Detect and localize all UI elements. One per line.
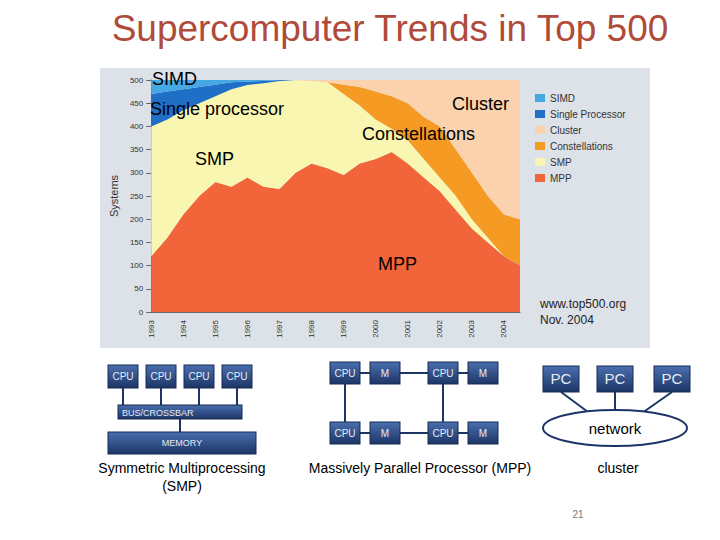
- svg-text:M: M: [479, 368, 487, 379]
- svg-text:1995: 1995: [211, 319, 220, 337]
- svg-text:CPU: CPU: [432, 368, 453, 379]
- svg-text:SIMD: SIMD: [152, 69, 197, 89]
- svg-text:cluster: cluster: [597, 460, 639, 476]
- svg-text:M: M: [381, 368, 389, 379]
- svg-text:0: 0: [139, 308, 144, 317]
- svg-text:Single Processor: Single Processor: [550, 109, 626, 120]
- svg-text:CPU: CPU: [112, 371, 133, 382]
- svg-text:CPU: CPU: [188, 371, 209, 382]
- svg-text:1997: 1997: [275, 319, 284, 337]
- svg-text:Systems: Systems: [108, 174, 120, 217]
- svg-text:2002: 2002: [435, 319, 444, 337]
- svg-text:150: 150: [130, 238, 144, 247]
- svg-text:BUS/CROSSBAR: BUS/CROSSBAR: [122, 408, 194, 418]
- svg-text:MPP: MPP: [550, 173, 572, 184]
- svg-text:200: 200: [130, 215, 144, 224]
- svg-text:1998: 1998: [307, 319, 316, 337]
- html-text:Supercomputer Trends in Top 50: Supercomputer Trends in Top 500: [111, 8, 669, 49]
- svg-text:Constellations: Constellations: [362, 124, 475, 144]
- svg-text:PC: PC: [551, 370, 572, 387]
- svg-text:Cluster: Cluster: [550, 125, 582, 136]
- svg-text:Symmetric Multiprocessing: Symmetric Multiprocessing: [98, 460, 265, 476]
- svg-text:SMP: SMP: [195, 149, 234, 169]
- svg-text:(SMP): (SMP): [162, 478, 202, 494]
- svg-text:1999: 1999: [339, 319, 348, 337]
- svg-text:2001: 2001: [403, 319, 412, 337]
- svg-text:Cluster: Cluster: [452, 94, 509, 114]
- svg-text:MPP: MPP: [378, 254, 417, 274]
- svg-text:2004: 2004: [499, 319, 508, 337]
- svg-text:M: M: [381, 428, 389, 439]
- svg-text:350: 350: [130, 145, 144, 154]
- svg-text:CPU: CPU: [150, 371, 171, 382]
- svg-text:SMP: SMP: [550, 157, 572, 168]
- svg-text:1996: 1996: [243, 319, 252, 337]
- svg-text:CPU: CPU: [334, 368, 355, 379]
- svg-text:450: 450: [130, 99, 144, 108]
- svg-text:100: 100: [130, 261, 144, 270]
- svg-text:2003: 2003: [467, 319, 476, 337]
- svg-text:www.top500.org: www.top500.org: [539, 297, 626, 311]
- svg-text:250: 250: [130, 192, 144, 201]
- svg-text:MEMORY: MEMORY: [162, 438, 202, 448]
- svg-text:Nov. 2004: Nov. 2004: [540, 313, 594, 327]
- svg-text:CPU: CPU: [226, 371, 247, 382]
- svg-text:400: 400: [130, 122, 144, 131]
- svg-text:SIMD: SIMD: [550, 93, 575, 104]
- svg-text:Constellations: Constellations: [550, 141, 613, 152]
- svg-text:1994: 1994: [179, 319, 188, 337]
- svg-text:2000: 2000: [371, 319, 380, 337]
- svg-text:PC: PC: [605, 370, 626, 387]
- svg-text:50: 50: [134, 284, 143, 293]
- svg-text:21: 21: [572, 509, 584, 520]
- svg-text:Massively Parallel Processor (: Massively Parallel Processor (MPP): [309, 460, 532, 476]
- svg-text:500: 500: [130, 76, 144, 85]
- svg-text:300: 300: [130, 168, 144, 177]
- svg-text:1993: 1993: [147, 319, 156, 337]
- svg-text:M: M: [479, 428, 487, 439]
- svg-text:Single processor: Single processor: [150, 99, 284, 119]
- svg-text:PC: PC: [662, 370, 683, 387]
- svg-text:CPU: CPU: [334, 428, 355, 439]
- svg-text:network: network: [589, 420, 642, 437]
- svg-text:CPU: CPU: [432, 428, 453, 439]
